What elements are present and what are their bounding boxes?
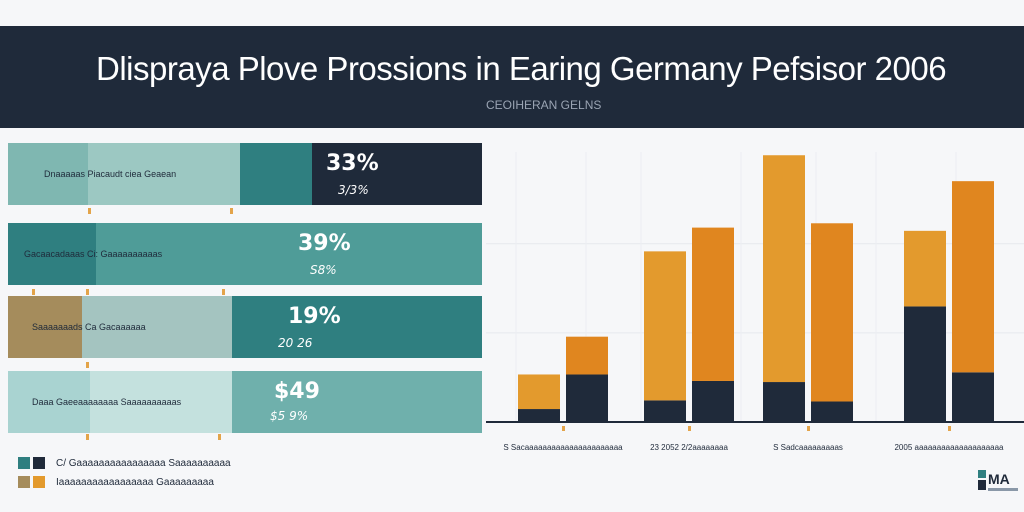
legend-swatch [33, 476, 45, 488]
x-tick-label: 2005 aaaaaaaaaaaaaaaaaaaa [894, 443, 1004, 452]
x-tick [948, 426, 951, 431]
hbar-row-2: Gacaacadaaas Ci: Gaaaaaaaaaas 39% S8% [8, 223, 482, 285]
hbar-label: Saaaaaaads Ca Gacaaaaaa [32, 322, 146, 332]
hbar-pct-sub: 20 26 [278, 336, 313, 350]
bar-segment [763, 155, 805, 383]
bar-segment [952, 372, 994, 422]
bar-segment [518, 374, 560, 410]
bar-segment [566, 336, 608, 375]
stacked-bar-chart: S Sacaaaaaaaaaaaaaaaaaaaaaa 23 2052 2/2aa… [486, 152, 1024, 452]
bar-segment [763, 382, 805, 422]
legend-label: Iaaaaaaaaaaaaaaaaa Gaaaaaaaaa [56, 476, 214, 488]
hbar-pct-sub: S8% [310, 263, 337, 277]
hbar-pct: $49 [274, 379, 320, 404]
bar-segment [692, 380, 734, 422]
hbar-row-1: Dnaaaaas Piacaudt ciea Geaean 33% 3/3% [8, 143, 482, 205]
legend-item-2: Iaaaaaaaaaaaaaaaaa Gaaaaaaaaa [18, 475, 214, 489]
x-tick-label: S Sacaaaaaaaaaaaaaaaaaaaaaa [503, 443, 623, 452]
x-tick-label: S Sadcaaaaaaaaas [773, 443, 843, 452]
bar-segment [644, 400, 686, 422]
bar-segment [904, 306, 946, 422]
bar-segment [566, 374, 608, 422]
hbar-label: Daaa Gaeeaaaaaaaa Saaaaaaaaaas [32, 397, 182, 407]
legend-swatch [18, 476, 30, 488]
bar-segment [904, 230, 946, 307]
x-tick [688, 426, 691, 431]
bar-segment [811, 223, 853, 402]
hbar-row-3: Saaaaaaads Ca Gacaaaaaa 19% 20 26 [8, 296, 482, 358]
chart-subtitle: CEOIHERAN GELNS [486, 98, 602, 112]
bar-segment [692, 227, 734, 381]
bar-segment [952, 181, 994, 373]
x-tick [807, 426, 810, 431]
hbar-pct: 19% [288, 304, 341, 329]
hbar-pct: 33% [326, 151, 379, 176]
bar-segment [811, 401, 853, 422]
hbar-pct: 39% [298, 231, 351, 256]
hbar-row-4: Daaa Gaeeaaaaaaaa Saaaaaaaaaas $49 $5 9% [8, 371, 482, 433]
hbar-label: Gacaacadaaas Ci: Gaaaaaaaaaas [24, 249, 163, 259]
legend-item-1: C/ Gaaaaaaaaaaaaaaaa Saaaaaaaaaa [18, 456, 231, 470]
bar-segment [518, 409, 560, 422]
hbar-pct-sub: 3/3% [338, 183, 369, 197]
chart-title: Dlispraya Plove Prossions in Earing Germ… [96, 50, 947, 87]
x-tick [562, 426, 565, 431]
x-tick-label: 23 2052 2/2aaaaaaaa [650, 443, 728, 452]
brand-logo: MA [978, 470, 1018, 491]
legend-swatch [33, 457, 45, 469]
hbar-pct-sub: $5 9% [270, 409, 309, 423]
legend-label: C/ Gaaaaaaaaaaaaaaaa Saaaaaaaaaa [56, 457, 231, 469]
bar-segment [644, 251, 686, 401]
hbar-label: Dnaaaaas Piacaudt ciea Geaean [44, 169, 177, 179]
header-banner [0, 26, 1024, 128]
logo-text: MA [988, 471, 1010, 487]
legend-swatch [18, 457, 30, 469]
